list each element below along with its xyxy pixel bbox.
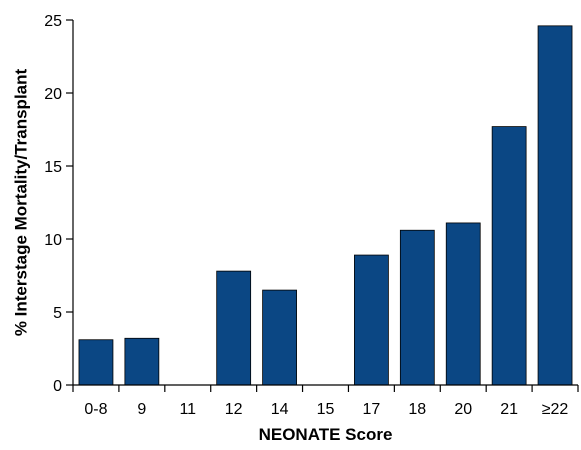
x-axis-title: NEONATE Score bbox=[259, 425, 393, 444]
x-axis: 0-8 9 11 12 14 15 17 18 20 21 ≥22 bbox=[72, 384, 579, 418]
x-tick-label: 14 bbox=[271, 401, 289, 418]
bar-9 bbox=[124, 337, 160, 386]
x-tick-label: 15 bbox=[317, 401, 335, 418]
bar-0-8 bbox=[78, 339, 114, 386]
y-tick-label: 5 bbox=[53, 305, 62, 322]
x-tick-label: 17 bbox=[363, 401, 381, 418]
y-axis: 0 5 10 15 20 25 bbox=[44, 13, 74, 395]
y-axis-title: % Interstage Mortality/Transplant bbox=[11, 68, 30, 336]
y-tick-label: 0 bbox=[53, 378, 62, 395]
bar-14 bbox=[262, 289, 297, 386]
x-tick-label: 0-8 bbox=[84, 401, 107, 418]
x-tick-label: 9 bbox=[137, 401, 146, 418]
x-tick-label: ≥22 bbox=[542, 401, 569, 418]
y-tick-label: 20 bbox=[44, 86, 62, 103]
bar-18 bbox=[399, 229, 435, 386]
bar-21 bbox=[491, 126, 527, 386]
bar-≥22 bbox=[537, 25, 573, 386]
bar-17 bbox=[354, 254, 389, 386]
x-tick-label: 18 bbox=[408, 401, 426, 418]
y-tick-label: 25 bbox=[44, 13, 62, 30]
x-tick-label: 20 bbox=[454, 401, 472, 418]
y-tick-label: 10 bbox=[44, 232, 62, 249]
bar-20 bbox=[445, 222, 481, 386]
bar-12 bbox=[216, 270, 252, 386]
bars-group bbox=[78, 25, 573, 386]
x-tick-label: 11 bbox=[179, 401, 196, 418]
x-tick-label: 21 bbox=[500, 401, 518, 418]
y-tick-label: 15 bbox=[44, 159, 62, 176]
x-tick-label: 12 bbox=[225, 401, 243, 418]
